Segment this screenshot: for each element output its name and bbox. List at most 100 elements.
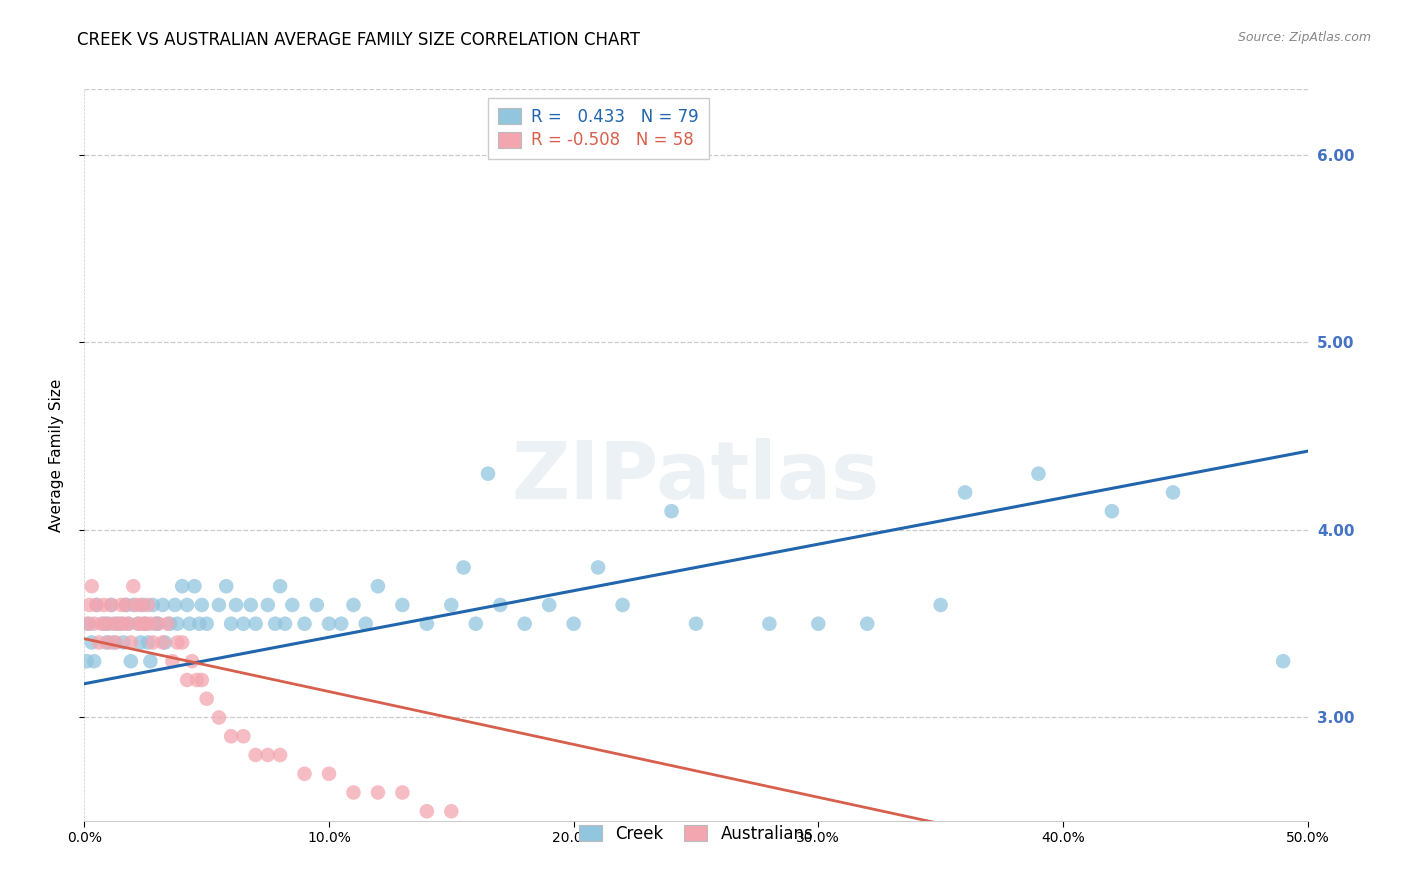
Point — [195, 616, 218, 631]
Point — [391, 598, 413, 612]
Point — [856, 616, 879, 631]
Point — [83, 616, 105, 631]
Point — [110, 616, 132, 631]
Point — [367, 579, 389, 593]
Point — [330, 616, 353, 631]
Point — [342, 598, 364, 612]
Point — [225, 598, 247, 612]
Point — [586, 560, 609, 574]
Point — [93, 598, 115, 612]
Point — [152, 598, 174, 612]
Point — [232, 616, 254, 631]
Point — [1028, 467, 1050, 481]
Point — [112, 616, 135, 631]
Point — [122, 579, 145, 593]
Point — [208, 598, 231, 612]
Point — [110, 598, 132, 612]
Point — [562, 616, 585, 631]
Point — [416, 804, 439, 818]
Point — [127, 616, 149, 631]
Point — [477, 467, 499, 481]
Point — [513, 616, 536, 631]
Point — [562, 823, 585, 838]
Point — [440, 598, 463, 612]
Point — [103, 616, 125, 631]
Point — [391, 785, 413, 799]
Point — [464, 823, 486, 838]
Point — [1101, 504, 1123, 518]
Point — [80, 635, 103, 649]
Point — [136, 635, 159, 649]
Point — [181, 654, 204, 668]
Point — [685, 616, 707, 631]
Point — [146, 616, 169, 631]
Point — [136, 598, 159, 612]
Point — [538, 598, 561, 612]
Y-axis label: Average Family Size: Average Family Size — [49, 378, 63, 532]
Point — [166, 635, 188, 649]
Point — [93, 616, 115, 631]
Point — [758, 616, 780, 631]
Point — [367, 785, 389, 799]
Point — [80, 579, 103, 593]
Point — [159, 616, 181, 631]
Point — [186, 673, 208, 687]
Point — [188, 616, 211, 631]
Point — [176, 673, 198, 687]
Point — [489, 598, 512, 612]
Point — [129, 598, 152, 612]
Point — [269, 579, 291, 593]
Point — [342, 785, 364, 799]
Point — [112, 635, 135, 649]
Point — [142, 598, 165, 612]
Point — [96, 635, 118, 649]
Point — [318, 616, 340, 631]
Point — [953, 485, 976, 500]
Point — [132, 598, 155, 612]
Point — [122, 598, 145, 612]
Text: CREEK VS AUSTRALIAN AVERAGE FAMILY SIZE CORRELATION CHART: CREEK VS AUSTRALIAN AVERAGE FAMILY SIZE … — [77, 31, 640, 49]
Point — [612, 598, 634, 612]
Point — [464, 616, 486, 631]
Point — [274, 616, 297, 631]
Point — [281, 598, 304, 612]
Point — [105, 616, 128, 631]
Point — [127, 616, 149, 631]
Point — [245, 747, 267, 762]
Point — [172, 635, 194, 649]
Point — [100, 598, 122, 612]
Point — [195, 691, 218, 706]
Point — [416, 616, 439, 631]
Point — [219, 729, 242, 743]
Point — [807, 861, 830, 875]
Point — [100, 598, 122, 612]
Point — [103, 635, 125, 649]
Point — [87, 635, 110, 649]
Text: Source: ZipAtlas.com: Source: ZipAtlas.com — [1237, 31, 1371, 45]
Point — [513, 823, 536, 838]
Point — [219, 616, 242, 631]
Point — [120, 654, 142, 668]
Point — [132, 616, 155, 631]
Point — [105, 635, 128, 649]
Point — [96, 616, 118, 631]
Point — [1161, 485, 1184, 500]
Point — [208, 710, 231, 724]
Point — [135, 616, 157, 631]
Point — [176, 598, 198, 612]
Point — [257, 747, 280, 762]
Point — [354, 616, 377, 631]
Point — [215, 579, 238, 593]
Legend: Creek, Australians: Creek, Australians — [569, 814, 823, 853]
Point — [661, 504, 683, 518]
Point — [86, 598, 108, 612]
Point — [139, 616, 162, 631]
Point — [125, 598, 148, 612]
Point — [115, 598, 138, 612]
Point — [117, 616, 139, 631]
Point — [305, 598, 328, 612]
Point — [120, 635, 142, 649]
Point — [807, 616, 830, 631]
Point — [183, 579, 205, 593]
Point — [232, 729, 254, 743]
